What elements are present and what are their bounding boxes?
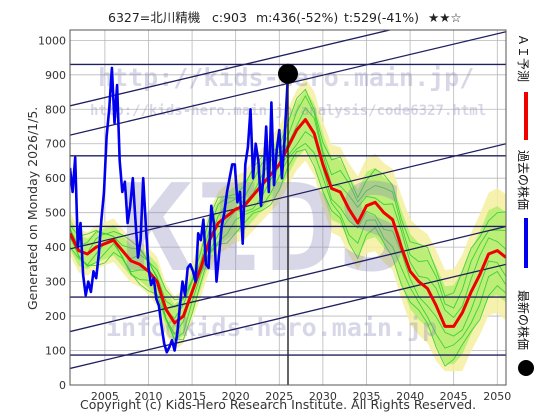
legend-past-price-label: 過去の株価 [516, 150, 531, 210]
current-price-marker [278, 63, 298, 84]
axis-ticks: 2005 2010 2015 2020 2025 2030 2035 2040 2045 2050… [38, 34, 511, 403]
x-tick-label-2010: 2010 [134, 390, 162, 403]
current-marker-layer [278, 63, 298, 84]
channel-line-0 [70, 30, 393, 107]
y-tick-label-500: 500 [45, 207, 66, 220]
stock-code-name: 6327=北川精機 [108, 10, 201, 25]
plot-frame [69, 29, 507, 386]
x-tick-label-2005: 2005 [91, 390, 119, 403]
median-price: m:436(-52%) [256, 10, 338, 25]
y-tick-label-0: 0 [59, 379, 66, 392]
x-tick-label-2035: 2035 [352, 390, 380, 403]
x-tick-label-2030: 2030 [309, 390, 337, 403]
current-price: c:903 [212, 10, 247, 25]
yellow-band [70, 78, 506, 372]
legend: ＡＩ予測 過去の株価 最新の株価 [516, 34, 534, 376]
x-tick-label-2025: 2025 [265, 390, 293, 403]
series-past-price-line [70, 66, 290, 354]
generated-date-label: Generated on Monday 2026/1/5. [25, 107, 40, 310]
legend-latest-price-label: 最新の株価 [516, 290, 531, 350]
legend-ai-forecast-label: ＡＩ予測 [516, 34, 530, 82]
x-tick-label-2020: 2020 [222, 390, 250, 403]
y-tick-label-300: 300 [45, 276, 66, 289]
y-tick-label-1000: 1000 [38, 34, 66, 47]
chart-header: 6327=北川精機 c:903 m:436(-52%) t:529(-41%) … [108, 10, 462, 25]
y-tick-label-600: 600 [45, 172, 66, 185]
x-tick-label-2015: 2015 [178, 390, 206, 403]
y-tick-label-100: 100 [45, 345, 66, 358]
x-tick-label-2050: 2050 [483, 390, 511, 403]
y-tick-label-700: 700 [45, 138, 66, 151]
y-tick-label-400: 400 [45, 241, 66, 254]
watermark-mail: info@kids-hero.main.jp [106, 313, 437, 342]
x-tick-label-2040: 2040 [396, 390, 424, 403]
y-tick-label-800: 800 [45, 103, 66, 116]
target-price: t:529(-41%) [344, 10, 419, 25]
copyright-footer: Copyright (c) Kids-Hero Research Institu… [80, 397, 476, 412]
x-tick-label-2045: 2045 [440, 390, 468, 403]
rating-stars: ★★☆ [428, 10, 462, 25]
legend-latest-price-swatch [518, 360, 534, 376]
y-tick-label-900: 900 [45, 69, 66, 82]
y-tick-label-200: 200 [45, 310, 66, 323]
